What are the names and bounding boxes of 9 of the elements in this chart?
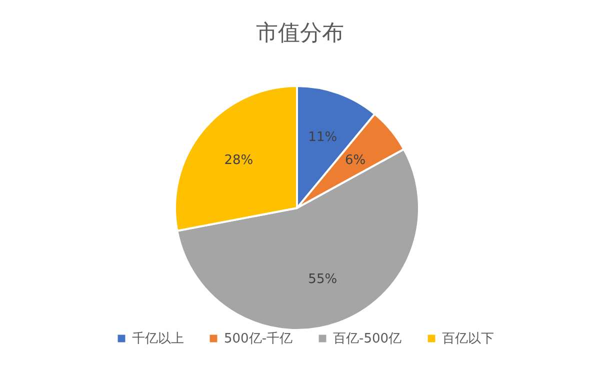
data-label: 6% xyxy=(344,152,366,168)
data-label: 11% xyxy=(308,130,338,145)
legend-label: 千亿以上 xyxy=(132,332,184,347)
data-label: 28% xyxy=(224,152,254,168)
legend-label: 百亿-500亿 xyxy=(333,332,402,347)
chart-title: 市值分布 xyxy=(256,21,344,46)
legend-label: 500亿-千亿 xyxy=(224,332,293,347)
legend-label: 百亿以下 xyxy=(442,332,494,347)
data-label: 55% xyxy=(308,272,338,288)
